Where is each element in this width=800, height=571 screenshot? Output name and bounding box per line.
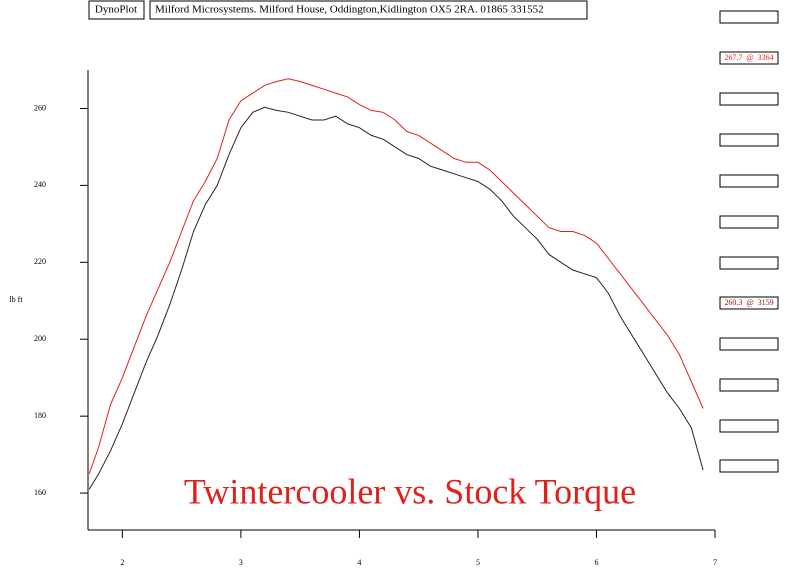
- x-tick-label: 2: [120, 558, 124, 567]
- readout-text: 267.7 @ 3364: [724, 53, 773, 62]
- readout-box: [719, 51, 779, 65]
- company-info: Milford Microsystems. Milford House, Odd…: [155, 4, 544, 16]
- x-tick-label: 5: [476, 558, 480, 567]
- app-name: DynoPlot: [95, 4, 137, 16]
- y-axis-label: lb ft: [9, 295, 23, 304]
- readout-box: [719, 337, 779, 351]
- readout-box: [719, 419, 779, 433]
- y-tick-label: 220: [34, 257, 46, 266]
- y-tick-label: 240: [34, 180, 46, 189]
- readout-box: [719, 215, 779, 229]
- x-tick-label: 4: [357, 558, 361, 567]
- readout-boxes: [719, 10, 779, 473]
- x-tick-label: 3: [239, 558, 243, 567]
- y-tick-label: 260: [34, 103, 46, 112]
- app-box: [88, 0, 145, 20]
- company-box: [149, 0, 588, 20]
- series-line: [88, 106, 704, 490]
- x-tick-label: 6: [594, 558, 598, 567]
- y-tick-label: 160: [34, 488, 46, 497]
- x-tick-label: 7: [713, 558, 717, 567]
- series-line: [88, 78, 704, 474]
- y-tick-label: 180: [34, 411, 46, 420]
- readout-box: [719, 378, 779, 392]
- y-tick-label: 200: [34, 334, 46, 343]
- readout-box: [719, 256, 779, 270]
- chart-title: Twintercooler vs. Stock Torque: [184, 471, 636, 511]
- readout-box: [719, 459, 779, 473]
- readout-box: [719, 133, 779, 147]
- readout-text: 260.3 @ 3159: [724, 298, 773, 307]
- readout-box: [719, 10, 779, 24]
- readout-box: [719, 174, 779, 188]
- readout-box: [719, 92, 779, 106]
- readout-box: [719, 296, 779, 310]
